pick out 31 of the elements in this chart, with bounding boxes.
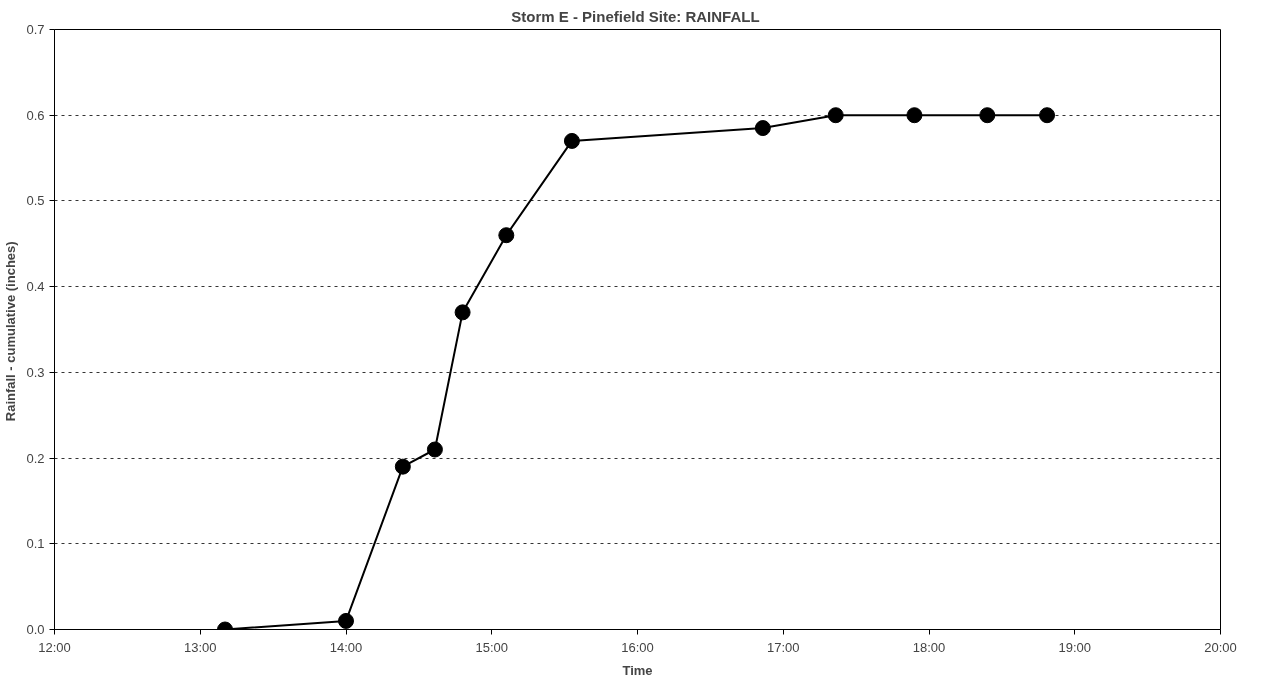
point <box>394 458 411 475</box>
x-tick-label: 20:00 <box>1204 639 1237 655</box>
y-tick-label: 0.4 <box>26 279 45 295</box>
y-tick-label: 0.3 <box>26 364 45 380</box>
chart-title: Storm E - Pinefield Site: RAINFALL <box>511 7 760 25</box>
point <box>1039 107 1056 124</box>
y-tick-label: 0.6 <box>26 107 45 123</box>
y-tick-label: 0.7 <box>26 22 45 37</box>
x-tick-label: 19:00 <box>1058 639 1092 655</box>
y-tick-label: 0.2 <box>26 450 45 466</box>
point <box>754 120 771 137</box>
point <box>338 612 354 629</box>
x-tick-label: 15:00 <box>475 639 509 655</box>
x-tick-label: 13:00 <box>183 639 217 655</box>
y-tick-label: 0.0 <box>26 622 45 637</box>
x-tick-label: 14:00 <box>329 639 363 655</box>
y-tick-label: 0.5 <box>26 193 45 209</box>
y-tick-label: 0.1 <box>26 536 45 552</box>
point <box>498 227 515 244</box>
y-axis-title: Rainfall - cumulative (inches) <box>3 241 19 422</box>
x-tick-label: 16:00 <box>621 639 654 655</box>
x-axis-title: Time <box>622 662 653 678</box>
x-tick-label: 18:00 <box>912 639 946 655</box>
point <box>454 304 471 321</box>
point <box>563 132 580 149</box>
point <box>827 107 844 124</box>
point <box>906 107 923 124</box>
point <box>426 441 443 458</box>
x-tick-label: 12:00 <box>38 639 71 655</box>
x-tick-label: 17:00 <box>766 639 800 655</box>
point <box>979 107 996 124</box>
